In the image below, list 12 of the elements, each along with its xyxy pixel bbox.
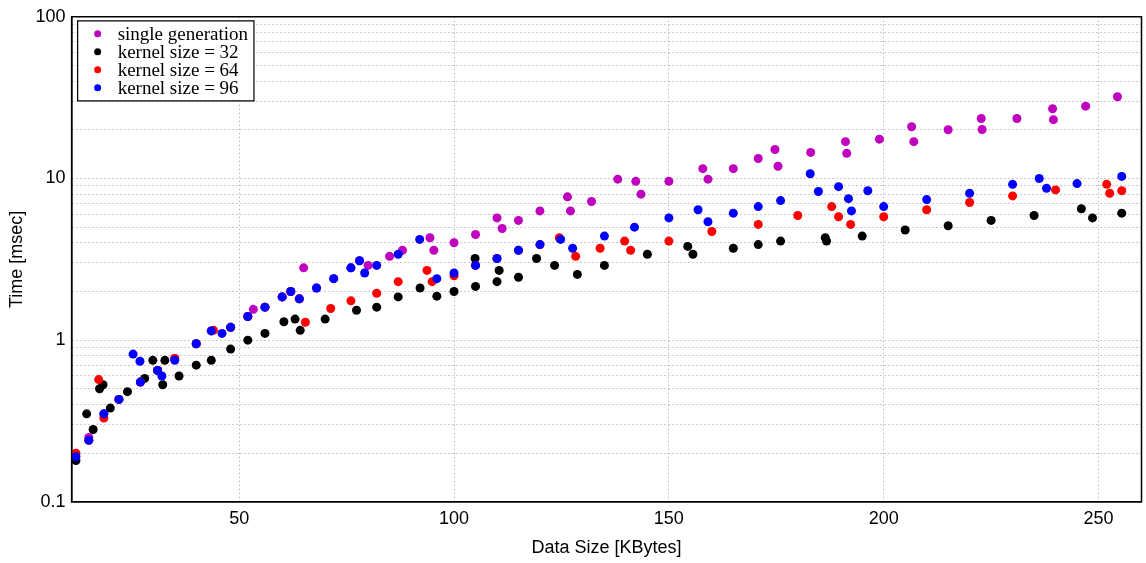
y-tick-label: 0.1 bbox=[40, 490, 66, 511]
y-tick-label: 100 bbox=[35, 5, 66, 26]
x-tick-label: 200 bbox=[868, 507, 899, 528]
x-tick-label: 150 bbox=[653, 507, 684, 528]
x-tick-label: 250 bbox=[1083, 507, 1114, 528]
y-tick-label: 1 bbox=[55, 329, 66, 350]
x-tick-label: 50 bbox=[229, 507, 250, 528]
y-axis-title: Time [msec] bbox=[5, 210, 26, 308]
legend-label: single generation bbox=[117, 22, 249, 44]
x-axis-title: Data Size [KBytes] bbox=[531, 537, 682, 558]
y-tick-label: 10 bbox=[45, 167, 66, 188]
x-tick-label: 100 bbox=[439, 507, 470, 528]
